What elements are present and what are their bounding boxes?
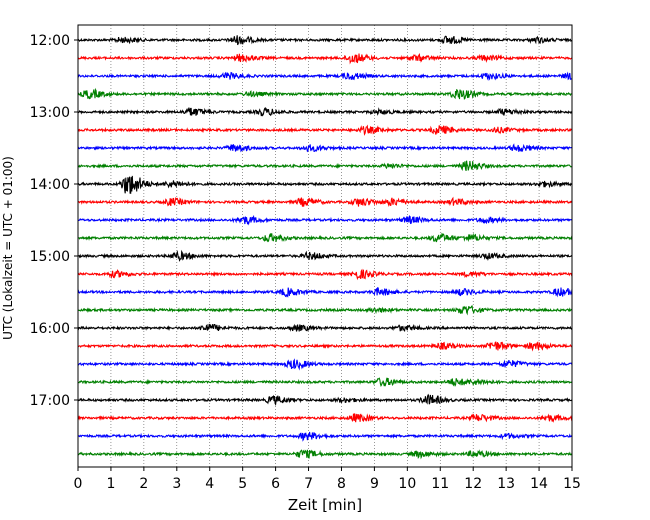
trace-1330: [77, 143, 573, 153]
y-tick-label: 15:00: [30, 249, 70, 265]
x-tick-label: 7: [304, 476, 313, 492]
x-tick-label: 15: [563, 476, 581, 492]
trace-1315: [78, 124, 573, 136]
x-axis-label: Zeit [min]: [288, 496, 362, 514]
plot-frame: [77, 24, 573, 468]
trace-1630: [77, 358, 573, 371]
trace-1715: [77, 413, 573, 423]
y-axis-label: UTC (Lokalzeit = UTC + 01:00): [1, 156, 15, 340]
trace-1515: [77, 268, 573, 281]
trace-1230: [77, 71, 573, 81]
trace-1700: [77, 393, 573, 406]
trace-1545: [77, 305, 573, 316]
x-tick-label: 4: [205, 476, 214, 492]
x-tick-label: 11: [431, 476, 449, 492]
trace-1430: [77, 214, 573, 226]
trace-1745: [77, 449, 573, 460]
y-tick-label: 14:00: [30, 177, 70, 193]
trace-1245: [77, 87, 573, 100]
x-tick-label: 14: [530, 476, 548, 492]
y-tick-label: 12:00: [30, 33, 70, 49]
x-tick-label: 10: [398, 476, 416, 492]
x-tick-label: 9: [370, 476, 379, 492]
trace-1415: [77, 196, 573, 207]
x-tick-label: 5: [238, 476, 247, 492]
x-tick-label: 8: [337, 476, 346, 492]
trace-1615: [77, 341, 573, 352]
y-tick-label: 13:00: [30, 105, 70, 121]
y-tick-label: 16:00: [30, 321, 70, 337]
x-tick-label: 1: [106, 476, 115, 492]
y-axis: 12:00 13:00 14:00 15:00 16:00 17:00: [30, 33, 78, 409]
x-tick-label: 13: [497, 476, 515, 492]
x-tick-label: 2: [139, 476, 148, 492]
trace-1500: [77, 249, 573, 262]
x-tick-label: 3: [172, 476, 181, 492]
trace-1400: [77, 175, 573, 194]
traces-layer: [77, 35, 573, 460]
x-axis: 0 1 2 3 4 5 6 7 8 9 10 11 12 13 14 15: [74, 467, 581, 492]
trace-1530: [77, 287, 573, 298]
x-tick-label: 6: [271, 476, 280, 492]
trace-1600: [77, 323, 573, 332]
trace-1200: [77, 35, 573, 46]
x-tick-label: 12: [464, 476, 482, 492]
y-tick-label: 17:00: [30, 393, 70, 409]
trace-1215: [77, 52, 573, 65]
trace-1445: [77, 232, 573, 243]
x-tick-label: 0: [74, 476, 83, 492]
trace-1645: [77, 377, 573, 388]
trace-1730: [77, 431, 573, 442]
trace-1300: [77, 106, 573, 117]
trace-1345: [77, 160, 573, 171]
